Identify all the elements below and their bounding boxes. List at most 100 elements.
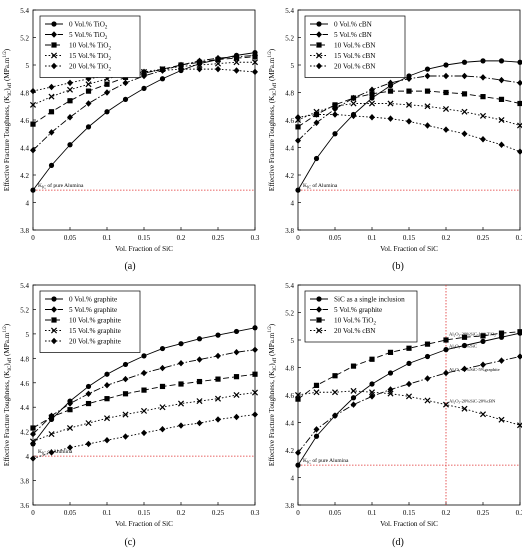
data-point [332, 373, 338, 379]
y-axis-title-units: (MPa.m [3, 332, 11, 358]
data-point [406, 75, 412, 82]
legend-label: 5 Vol.% TiO2 [69, 31, 108, 41]
series-1 [30, 346, 258, 438]
y-tick-label: 4.6 [20, 117, 29, 125]
data-point [406, 345, 412, 351]
data-point [104, 371, 110, 377]
y-axis-title-sub2: eff [273, 82, 278, 88]
data-point [368, 389, 376, 396]
reference-label: KIC of Alumina [303, 182, 338, 190]
data-point [85, 420, 92, 427]
legend-item: 0 Vol.% TiO2 [45, 21, 108, 31]
legend-label: 15 Vol.% graphite [69, 327, 121, 335]
data-point [85, 383, 92, 390]
data-point [295, 396, 301, 402]
reference-label-tail: of pure Alumina [311, 457, 349, 464]
x-axis-title: Vol. Fraction of SiC [115, 520, 173, 528]
data-point [67, 79, 73, 87]
data-point [498, 58, 505, 64]
data-point [141, 429, 147, 437]
x-tick-label: 0.15 [403, 509, 416, 517]
data-point [461, 91, 468, 97]
x-tick-label: 0.3 [516, 234, 522, 242]
y-tick-label: 3.6 [20, 502, 29, 510]
legend-label: 5 Vol.% graphite [334, 306, 382, 314]
data-point [215, 56, 221, 63]
reference-label-tail: of pure Alumina [46, 182, 84, 189]
data-point [332, 111, 338, 118]
reference-label-sub: IC [42, 185, 46, 190]
legend-label: 20 Vol.% TiO2 [69, 63, 111, 73]
y-axis-title-exp: 1/2 [3, 51, 8, 58]
data-point [369, 393, 375, 400]
data-point [104, 89, 110, 96]
y-axis-title-main: Effective Fracture Toughness, (K [3, 370, 11, 466]
legend-label-text: 5 Vol.% cBN [334, 31, 373, 39]
legend-label: 0 Vol.% TiO2 [69, 21, 108, 31]
data-point [387, 79, 394, 87]
legend-marker [316, 42, 322, 48]
x-tick-label: 0.15 [138, 234, 151, 242]
y-axis-title-sub2: eff [8, 82, 13, 88]
data-point [350, 363, 357, 369]
y-axis-title-main: Effective Fracture Toughness, (K [3, 95, 11, 191]
data-point [196, 65, 203, 73]
data-point [332, 102, 338, 108]
reference-label: KIC of pure Alumina [303, 457, 349, 465]
y-axis-title: Effective Fracture Toughness, (KIC)eff (… [268, 323, 278, 466]
data-point [461, 108, 468, 115]
legend-label-text: 20 Vol.% cBN [334, 327, 376, 335]
legend-label-sub: 2 [373, 322, 376, 327]
legend-label: 10 Vol.% graphite [69, 317, 121, 325]
data-point [461, 365, 468, 373]
data-point [233, 67, 240, 74]
data-point [424, 353, 431, 360]
legend-label-sub: 2 [105, 36, 108, 41]
legend-label-sub: 2 [108, 68, 111, 73]
x-tick-label: 0.1 [103, 234, 112, 242]
data-point [332, 131, 338, 137]
legend: SiC as a single inclusion 5 Vol.% graphit… [304, 290, 418, 343]
y-tick-label: 5.2 [285, 35, 294, 43]
data-point [295, 462, 301, 468]
legend-box [39, 15, 141, 78]
data-point [67, 400, 73, 407]
annotation-label: Al₂O₃-20%SiC [449, 344, 477, 349]
data-point [48, 109, 55, 115]
legend-label-text: 5 Vol.% graphite [69, 306, 117, 314]
data-point [369, 381, 375, 387]
data-point [479, 411, 487, 418]
chart-panel-c: 3.6 3.8 4 4.2 4.4 4.6 4.8 5 5.2 5.4 0 0.05 0.1 0.15 0.… [3, 282, 260, 528]
legend-label-sub: 2 [108, 47, 111, 52]
y-tick-label: 5 [26, 62, 30, 70]
legend-marker [51, 62, 57, 70]
x-tick-label: 0.15 [403, 234, 416, 242]
data-point [159, 426, 166, 433]
legend-box [304, 290, 418, 343]
x-axis-title: Vol. Fraction of SiC [115, 245, 173, 253]
x-tick-label: 0.15 [138, 509, 151, 517]
data-point [480, 94, 486, 100]
data-point [178, 381, 184, 387]
data-point [480, 361, 486, 368]
data-point [85, 81, 92, 88]
y-tick-label: 4 [291, 475, 295, 483]
reference-label-tail: of Alumina [46, 448, 73, 455]
reference-label-k: K [38, 449, 42, 455]
data-point [233, 328, 240, 335]
data-point [498, 330, 505, 336]
data-point [498, 96, 505, 102]
y-axis-title-sub2: eff [273, 357, 278, 363]
data-point [215, 376, 221, 382]
data-point [294, 391, 302, 399]
y-axis-title-tail: ) [268, 363, 276, 366]
y-axis-title-tail: ) [268, 88, 276, 91]
data-point [214, 395, 222, 402]
data-point [66, 86, 74, 93]
legend-item: 10 Vol.% TiO2 [310, 317, 376, 327]
legend-label-text: 0 Vol.% cBN [334, 21, 373, 29]
x-tick-label: 0 [296, 234, 300, 242]
y-axis-title-tail: ) [3, 88, 11, 91]
y-axis-title-sub: IC [8, 365, 13, 371]
data-point [479, 112, 487, 119]
